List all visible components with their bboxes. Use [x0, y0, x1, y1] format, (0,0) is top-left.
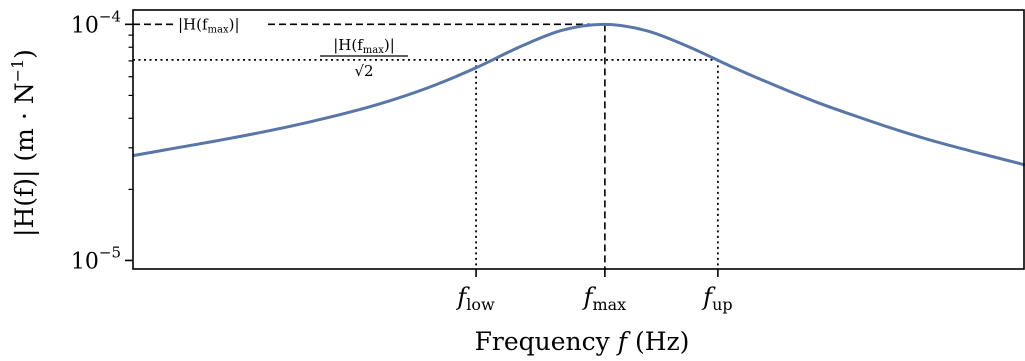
- x-axis-ticks: flow fmax fup: [455, 269, 733, 314]
- max-amplitude-label: |H(fmax)|: [178, 15, 240, 35]
- magnitude-response-curve: [132, 22, 1025, 167]
- svg-text:|H(fmax)|: |H(fmax)|: [333, 36, 395, 56]
- x-axis-label: Frequency f (Hz): [475, 327, 690, 356]
- plot-frame: [132, 9, 1025, 270]
- y-axis-label: |H(f)| (m · N−1): [8, 49, 40, 237]
- half-power-label: |H(fmax)| √2: [320, 36, 408, 80]
- y-tick-label: 10−5: [71, 243, 121, 274]
- x-tick-label-up: fup: [701, 283, 732, 314]
- x-tick-label-max: fmax: [582, 283, 627, 314]
- y-tick-label: 10−4: [71, 7, 121, 38]
- y-axis-ticks: 10−4 10−5: [71, 7, 133, 274]
- svg-text:√2: √2: [354, 62, 373, 80]
- x-tick-label-low: flow: [455, 283, 495, 314]
